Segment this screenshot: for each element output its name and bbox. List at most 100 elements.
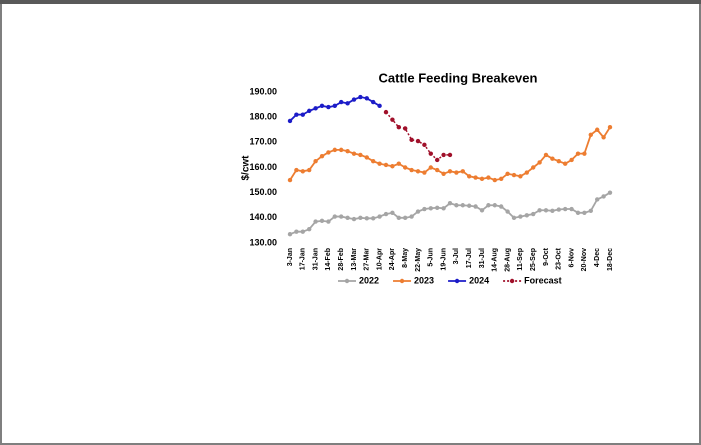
point [332,147,337,153]
point [473,175,478,180]
x-tick-label: 8-May [402,248,409,268]
point [601,135,606,140]
y-tick-label: 140.00 [249,212,277,222]
point [467,174,472,179]
point [435,157,440,163]
x-tick-label: 3-Jan [287,248,294,266]
point [364,216,369,221]
legend-marker [454,278,460,284]
point [531,165,536,170]
point [294,167,299,173]
x-tick-label: 28-Aug [504,248,511,272]
point [556,207,561,212]
x-tick-label: 31-Jul [479,248,486,268]
point [582,210,587,215]
point [339,99,344,105]
point [332,214,337,219]
x-tick-label: 14-Feb [325,248,332,271]
point [383,109,389,115]
x-tick-label: 19-Jun [440,248,447,271]
point [339,147,344,153]
point [383,211,389,217]
point [294,112,299,117]
point [300,229,305,234]
x-tick-label: 14-Aug [492,248,499,272]
point [531,211,536,217]
point [479,176,485,182]
point [563,161,568,166]
point [377,161,382,166]
point [358,215,363,221]
point [511,215,517,221]
point [486,175,491,180]
point [403,165,408,170]
x-tick-label: 25-Sep [530,248,537,271]
point [351,216,357,222]
point [313,159,318,164]
legend-label: 2022 [359,275,379,285]
point [383,162,389,168]
point [550,208,555,213]
point [319,218,325,224]
point [607,190,613,195]
point [319,153,325,159]
point [499,176,504,182]
y-tick-label: 150.00 [249,187,277,197]
point [479,208,485,213]
x-tick-label: 24-Apr [389,248,396,270]
point [377,214,382,219]
point [345,101,350,106]
point [313,219,318,224]
point [390,210,395,215]
point [588,132,593,137]
point [595,127,600,132]
y-tick-label: 130.00 [249,237,277,247]
point [371,99,376,105]
y-tick-label: 190.00 [249,86,277,96]
point [358,152,363,158]
point [518,174,523,179]
point [441,206,446,211]
point [428,206,433,211]
point [447,169,453,174]
x-tick-label: 9-Oct [543,247,550,266]
point [428,151,433,156]
point [518,214,523,219]
point [307,226,312,232]
legend-marker [344,278,350,284]
point [409,137,414,143]
point [607,125,613,130]
x-tick-label: 10-Apr [376,248,383,270]
point [511,172,517,178]
point [377,103,382,109]
point [326,219,331,224]
point [415,169,421,174]
top-bar [0,0,701,4]
point [371,159,376,164]
point [556,159,561,164]
point [460,169,465,174]
point [403,126,408,131]
point [454,203,459,208]
x-tick-label: 11-Sep [517,248,524,271]
x-tick-label: 13-Mar [351,248,358,271]
x-tick-label: 18-Dec [607,248,614,271]
point [550,156,555,161]
point [492,203,497,208]
point [428,165,433,170]
point [569,157,574,163]
point [319,103,325,109]
x-tick-label: 4-Dec [594,248,601,267]
point [454,170,459,175]
point [300,112,305,117]
point [575,151,581,156]
point [396,125,401,130]
legend-label: Forecast [524,275,562,285]
x-tick-label: 17-Jul [466,248,473,268]
point [543,152,549,158]
point [524,170,529,175]
point [467,203,472,208]
point [499,204,504,209]
